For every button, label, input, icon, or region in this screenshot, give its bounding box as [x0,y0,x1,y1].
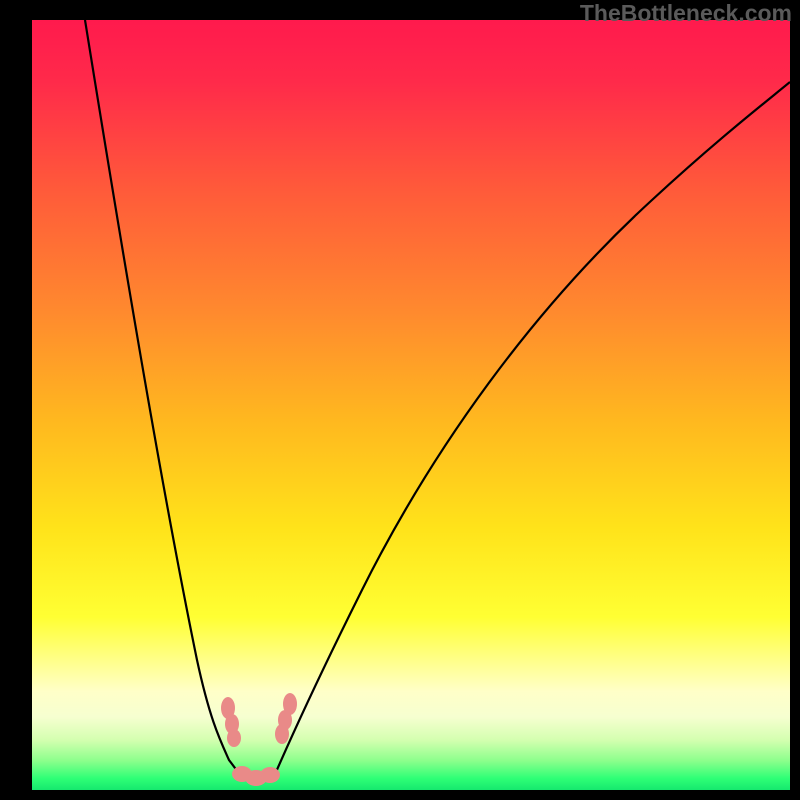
bead [283,693,297,715]
gradient-background [32,20,790,790]
watermark-text: TheBottleneck.com [580,0,792,27]
bottleneck-chart [32,20,790,790]
outer-frame [0,0,800,800]
bead [260,767,280,783]
bead [227,729,241,747]
